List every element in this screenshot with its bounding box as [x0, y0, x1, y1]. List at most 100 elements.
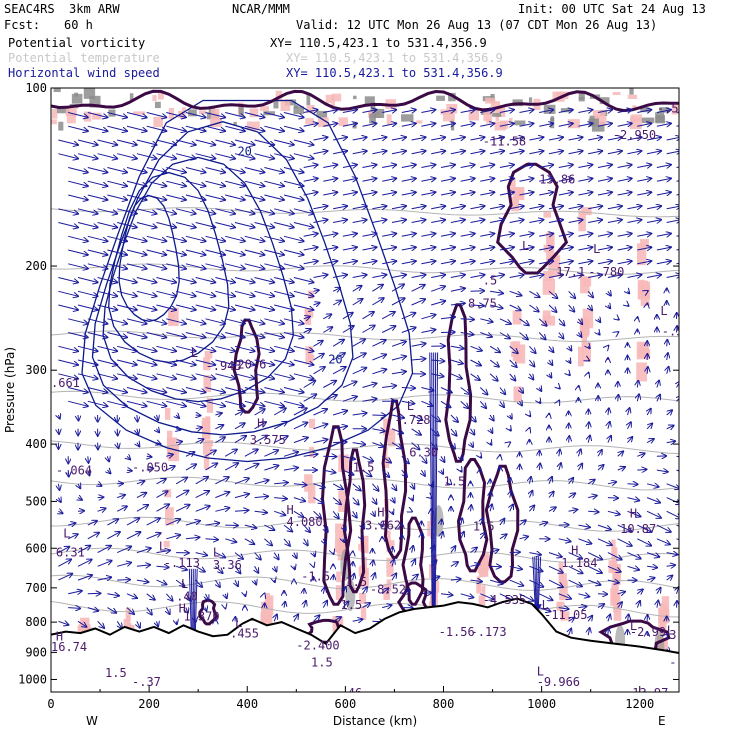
wind-vector: [255, 566, 259, 573]
wind-vector: [303, 247, 318, 250]
wind-vector: [156, 277, 177, 283]
wind-vector: [401, 247, 416, 250]
theta-contour: [51, 547, 679, 563]
wind-vector: [166, 400, 186, 406]
wind-vector: [569, 360, 571, 363]
wind-vector: [274, 153, 294, 159]
wind-vector: [274, 483, 288, 484]
wind-vector: [264, 387, 284, 393]
pv-shade-patch: [83, 88, 96, 99]
wind-vector: [176, 442, 182, 443]
wind-vector: [607, 137, 622, 140]
wind-vector: [323, 165, 337, 168]
wind-vector: [598, 333, 600, 335]
wind-vector: [666, 137, 679, 140]
wind-vector: [607, 275, 622, 278]
pv-shade-patch: [129, 93, 134, 101]
wind-vector: [431, 137, 445, 140]
wind-vector: [254, 277, 275, 283]
wind-vector: [274, 373, 294, 379]
wind-vector: [489, 359, 499, 367]
wind-vector: [323, 395, 337, 402]
wind-vector: [254, 422, 266, 430]
wind-vector: [667, 353, 668, 361]
wind-vector: [519, 192, 534, 195]
wind-vector: [117, 208, 137, 214]
wind-vector: [666, 151, 679, 154]
wind-vector: [499, 387, 505, 395]
wind-vector: [254, 222, 275, 228]
wind-vector: [450, 206, 465, 209]
wind-vector: [333, 275, 347, 278]
y-tick-label: 800: [25, 615, 47, 629]
pv-shade-patch: [542, 310, 551, 325]
wind-vector: [480, 165, 494, 168]
wind-vector: [460, 192, 475, 195]
wind-vector: [637, 247, 651, 250]
wind-vector: [68, 235, 88, 241]
wind-vector: [244, 167, 265, 173]
wind-vector: [126, 125, 147, 131]
pv-shade-patch: [331, 93, 342, 102]
contour-label: .661: [51, 376, 80, 390]
wind-vector: [117, 222, 137, 228]
wind-vector: [254, 290, 275, 296]
contour-label: 1.5: [105, 666, 127, 680]
field-name-wind: Horizontal wind speed: [8, 66, 160, 80]
wind-vector: [58, 222, 78, 228]
wind-vector: [293, 498, 305, 502]
wind-vector: [323, 524, 328, 532]
wind-vector: [342, 469, 354, 475]
pv-shade-patch: [599, 97, 610, 105]
wind-vector: [617, 234, 632, 237]
contour-label: 1.5: [311, 655, 333, 669]
wind-vector: [569, 346, 572, 350]
x-tick-label: 1200: [625, 697, 654, 711]
wind-vector: [342, 382, 357, 388]
contour-label: 17.1: [556, 265, 585, 279]
wind-vector: [628, 422, 631, 430]
wind-vector: [293, 304, 314, 310]
wind-vector: [382, 192, 396, 195]
wind-vector: [352, 443, 366, 445]
wind-vector: [352, 137, 367, 140]
pv-shade-patch: [582, 342, 592, 362]
wind-vector: [254, 373, 275, 379]
wind-vector: [274, 277, 294, 283]
wind-vector: [391, 442, 402, 449]
wind-vector: [175, 153, 196, 159]
wind-vector: [264, 332, 284, 338]
wind-vector: [372, 355, 386, 361]
wind-vector: [58, 559, 71, 567]
wind-vector: [274, 359, 294, 365]
wind-vector: [293, 290, 314, 296]
wind-vector: [362, 247, 377, 250]
wind-vector: [293, 139, 314, 145]
wind-vector: [225, 194, 245, 200]
wind-vector: [107, 167, 127, 173]
wind-vector: [244, 249, 265, 255]
contour-label: 1.184: [561, 556, 597, 570]
wind-vector: [608, 346, 609, 347]
wind-vector: [628, 291, 630, 293]
wind-vector: [529, 506, 534, 512]
wind-vector: [549, 477, 552, 484]
wind-vector: [323, 123, 337, 126]
pv-shade-patch: [51, 108, 58, 119]
pv-shade-patch: [238, 106, 244, 116]
wind-vector: [401, 192, 416, 195]
wind-vector: [342, 313, 353, 320]
wind-vector: [146, 593, 155, 600]
x-tick-label: 600: [335, 697, 357, 711]
wind-vector: [509, 359, 517, 367]
wind-vector: [470, 291, 485, 292]
pv-shade-patch: [497, 106, 506, 118]
wind-vector: [77, 304, 98, 310]
wind-vector: [431, 151, 445, 154]
wind-vector: [382, 165, 396, 168]
contour-label: 3.36: [213, 558, 242, 572]
wind-vector: [323, 539, 326, 544]
wind-vector: [136, 208, 157, 214]
pv-shade-patch: [305, 346, 313, 365]
wind-vector: [293, 510, 303, 517]
